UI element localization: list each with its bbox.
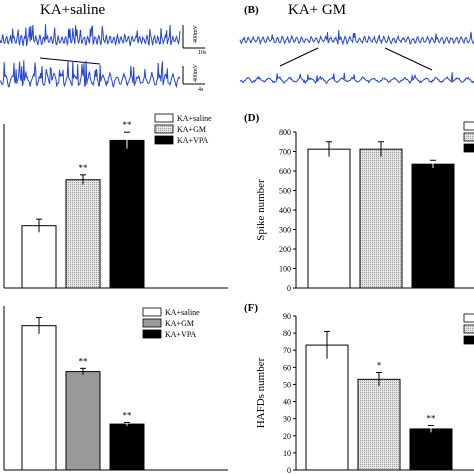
bar-c-2 xyxy=(109,139,145,289)
legend-swatch-d-0 xyxy=(463,121,474,131)
zoom-line-b-right xyxy=(384,47,433,71)
legend-swatch-f-0 xyxy=(463,313,474,323)
y-tick-label-d: 400 xyxy=(279,206,291,215)
y-axis-label-d: Spike number xyxy=(255,179,267,241)
panel-c-chart: ** ** KA+saline KA+GM KA+VPA xyxy=(0,110,230,290)
zoom-line-a xyxy=(39,57,101,65)
y-tick-label-d: 300 xyxy=(279,226,291,235)
legend-swatch-c-1 xyxy=(154,124,174,134)
y-axis-label-f: HAFDs number xyxy=(255,357,267,428)
panel-f-label: (F) xyxy=(244,302,259,314)
y-tick-label-f: 70 xyxy=(283,346,291,355)
y-tick-label-f: 60 xyxy=(283,363,291,372)
significance-f-2: ** xyxy=(427,414,437,424)
panel-b-traces: (B) KA+ GM xyxy=(239,0,474,100)
bar-e-0 xyxy=(21,325,57,471)
y-tick-label-f: 30 xyxy=(283,415,291,424)
legend-label-e-1: KA+GM xyxy=(165,319,194,328)
y-tick-label-d: 0 xyxy=(287,284,291,293)
chart-c-svg: ** ** KA+saline KA+GM KA+VPA xyxy=(3,113,228,289)
legend-swatch-c-0 xyxy=(154,113,174,123)
legend-swatch-e-1 xyxy=(142,318,162,328)
scale-bar-a-bottom xyxy=(182,66,205,85)
panel-b-label: (B) xyxy=(244,4,259,16)
chart-e-svg: ** ** KA+saline KA+GM KA+VPA xyxy=(3,306,228,471)
significance-f-1: * xyxy=(377,360,382,370)
y-tick-label-f: 40 xyxy=(283,398,291,407)
legend-swatch-e-2 xyxy=(142,329,162,339)
legend-swatch-f-2 xyxy=(463,335,474,345)
trace-b-bottom xyxy=(239,72,474,85)
scale-a-top-v: 400mV xyxy=(193,24,199,43)
chart-d-svg: 0 100 200 300 400 500 600 700 800 Spike number xyxy=(255,121,474,293)
legend-swatch-c-2 xyxy=(154,135,174,145)
legend-label-c-2: KA+VPA xyxy=(177,136,209,145)
trace-a-bottom xyxy=(0,60,181,89)
panel-e-chart: ** ** KA+saline KA+GM KA+VPA xyxy=(0,296,230,474)
panel-a-title: KA+saline xyxy=(40,2,106,18)
scale-a-top-t: 10s xyxy=(198,50,207,56)
bar-f-0 xyxy=(305,344,349,471)
panel-d-label: (D) xyxy=(244,112,260,124)
legend-label-e-2: KA+VPA xyxy=(165,330,197,339)
panel-b-svg xyxy=(239,30,474,85)
panel-a-traces: KA+saline 400mV 10s 400mV 4s xyxy=(0,0,230,100)
bar-d-1 xyxy=(359,148,403,289)
y-tick-label-f: 20 xyxy=(283,432,291,441)
y-tick-label-f: 50 xyxy=(283,380,291,389)
significance-e-2: ** xyxy=(123,410,133,420)
bar-f-1 xyxy=(357,378,401,471)
legend-label-c-0: KA+saline xyxy=(177,114,212,123)
panel-d-chart: (D) 0 100 200 300 400 500 600 700 800 Spike numbe… xyxy=(240,110,474,293)
bar-f-2 xyxy=(409,428,453,471)
y-tick-label-d: 700 xyxy=(279,148,291,157)
bar-e-2 xyxy=(109,423,145,471)
legend-swatch-f-1 xyxy=(463,324,474,334)
y-tick-label-d: 800 xyxy=(279,128,291,137)
panel-b-title: KA+ GM xyxy=(288,2,347,18)
bar-e-1 xyxy=(65,371,101,471)
y-tick-label-d: 500 xyxy=(279,187,291,196)
zoom-line-b-left xyxy=(279,47,319,67)
y-tick-label-d: 100 xyxy=(279,265,291,274)
scale-bar-a-top xyxy=(182,25,205,49)
legend-swatch-e-0 xyxy=(142,307,162,317)
panel-a-svg: 400mV 10s 400mV 4s xyxy=(0,24,207,93)
significance-c-2: ** xyxy=(123,120,133,130)
legend-label-c-1: KA+GM xyxy=(177,125,206,134)
bar-c-0 xyxy=(21,225,57,289)
significance-c-1: ** xyxy=(79,163,89,173)
legend-swatch-d-2 xyxy=(463,143,474,153)
y-tick-label-d: 200 xyxy=(279,245,291,254)
trace-b-top xyxy=(239,30,474,46)
y-tick-label-f: 80 xyxy=(283,329,291,338)
bar-c-1 xyxy=(65,179,101,289)
scale-a-bottom-v: 400mV xyxy=(193,63,199,82)
legend-swatch-d-1 xyxy=(463,132,474,142)
panel-f-chart: (F) 0 10 20 30 40 50 60 70 80 90 HAFDs number * ** xyxy=(240,296,474,474)
y-tick-label-f: 10 xyxy=(283,449,291,458)
y-tick-label-f: 0 xyxy=(287,466,291,474)
bar-d-0 xyxy=(307,148,351,289)
legend-label-e-0: KA+saline xyxy=(165,308,200,317)
bar-d-2 xyxy=(411,163,455,289)
significance-e-1: ** xyxy=(79,356,89,366)
y-tick-label-d: 600 xyxy=(279,167,291,176)
y-tick-label-f: 90 xyxy=(283,312,291,321)
scale-a-bottom-t: 4s xyxy=(198,87,204,93)
trace-a-top xyxy=(0,24,181,47)
